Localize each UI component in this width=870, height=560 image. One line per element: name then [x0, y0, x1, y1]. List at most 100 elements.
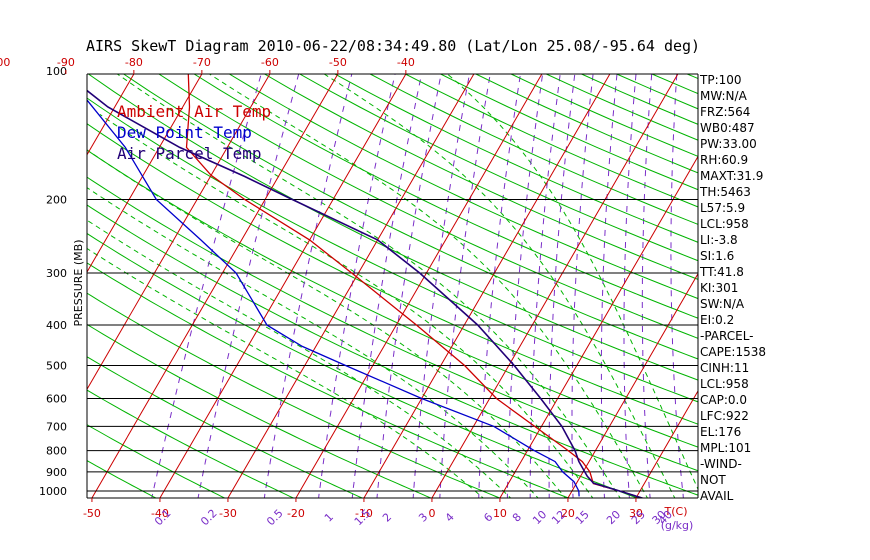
dry-adiabat	[87, 232, 639, 498]
mixing-ratio-line	[351, 74, 423, 498]
dry-adiabat	[87, 323, 433, 498]
mixing-ratio-label: 15	[573, 508, 592, 527]
pressure-tick-label: 600	[46, 392, 67, 405]
top-temp-tick-label: -90	[57, 56, 75, 69]
index-item: SI:1.6	[700, 249, 734, 263]
index-item: MPL:101	[700, 441, 751, 455]
dry-adiabat	[87, 97, 698, 403]
index-item: TP:100	[699, 73, 742, 87]
isotherm	[295, 74, 543, 498]
index-item: KI:301	[700, 281, 738, 295]
isotherm	[363, 74, 611, 498]
index-item: MW:N/A	[700, 89, 748, 103]
pressure-tick-label: 800	[46, 445, 67, 458]
isotherm	[87, 74, 203, 274]
index-item: PW:33.00	[700, 137, 757, 151]
index-item: EI:0.2	[700, 313, 734, 327]
index-item: L57:5.9	[700, 201, 745, 215]
pressure-tick-label: 200	[46, 194, 67, 207]
mixing-ratio-line	[670, 74, 684, 498]
index-item: -PARCEL-	[700, 329, 754, 343]
top-temp-tick-label: -100	[0, 56, 10, 69]
mixing-ratio-line	[197, 74, 300, 498]
legend-entry: Air Parcel Temp	[117, 144, 262, 163]
moist-adiabat	[87, 247, 484, 498]
bottom-temp-tick-label: 10	[493, 507, 507, 520]
dry-adiabat	[88, 74, 698, 381]
mixing-ratio-line	[318, 74, 396, 498]
mixing-ratio-line	[151, 74, 262, 498]
dry-adiabat	[87, 262, 570, 498]
pressure-tick-label: 500	[46, 359, 67, 372]
index-item: CAP:0.0	[700, 393, 747, 407]
chart-title: AIRS SkewT Diagram 2010-06-22/08:34:49.8…	[86, 37, 700, 55]
top-temp-tick-label: -80	[125, 56, 143, 69]
mixing-ratio-label: 10	[530, 508, 549, 527]
dry-adiabat	[87, 424, 226, 498]
dry-adiabat	[87, 123, 698, 425]
dew-point-line	[87, 99, 580, 497]
dry-adiabat	[0, 74, 22, 500]
dry-adiabat	[264, 74, 698, 280]
index-item: LCL:958	[700, 217, 749, 231]
mixing-ratio-label: 20	[604, 508, 623, 527]
moist-adiabat	[87, 219, 512, 498]
pressure-tick-label: 300	[46, 267, 67, 280]
mixing-ratio-label: 1	[322, 510, 336, 524]
index-item: TH:5463	[699, 185, 751, 199]
mixing-ratio-line	[623, 74, 637, 498]
index-item: CAPE:1538	[700, 345, 766, 359]
dry-adiabat	[87, 356, 364, 498]
temp-unit-label: T(C)	[664, 505, 688, 518]
y-axis-label: PRESSURE (MB)	[72, 240, 85, 327]
isotherm	[772, 74, 870, 498]
moist-adiabat	[99, 113, 594, 498]
isotherm	[87, 74, 271, 391]
moist-adiabat	[447, 74, 698, 491]
dry-adiabat-lines	[0, 74, 870, 500]
pressure-tick-label: 900	[46, 466, 67, 479]
top-temp-tick-label: -40	[397, 56, 415, 69]
dry-adiabat	[87, 389, 295, 498]
parcel-temp-line	[87, 89, 645, 498]
mixing-ratio-line	[600, 74, 618, 498]
isotherm	[159, 74, 407, 498]
index-item: AVAIL	[700, 489, 734, 503]
dry-adiabat	[299, 74, 698, 262]
isotherm	[567, 272, 698, 498]
index-item: SW:N/A	[700, 297, 745, 311]
mixing-ratio-label: 8	[510, 510, 524, 524]
top-temp-tick-label: -50	[329, 56, 347, 69]
mixing-ratio-label: 2	[380, 510, 394, 524]
mixing-ratio-line	[263, 74, 353, 498]
top-temp-tick-label: -60	[261, 56, 279, 69]
legend-entry: Dew Point Temp	[117, 123, 252, 142]
pressure-tick-label: 700	[46, 420, 67, 433]
bottom-temp-tick-label: -40	[151, 507, 169, 520]
index-item: TT:41.8	[699, 265, 744, 279]
dry-adiabat	[651, 74, 698, 95]
pressure-tick-label: 1000	[39, 485, 67, 498]
index-item: MAXT:31.9	[700, 169, 763, 183]
index-item: RH:60.9	[700, 153, 748, 167]
bottom-temp-tick-label: -30	[219, 507, 237, 520]
index-item: WB0:487	[700, 121, 755, 135]
index-item: EL:176	[700, 425, 741, 439]
dry-adiabat	[793, 74, 870, 500]
dry-adiabat	[758, 74, 870, 500]
mixing-ratio-label: 0.2	[198, 507, 220, 529]
dry-adiabat	[87, 292, 502, 498]
profile-lines	[87, 74, 645, 498]
bottom-temp-tick-label: -20	[287, 507, 305, 520]
bottom-temp-tick-label: 0	[428, 507, 435, 520]
bottom-temp-tick-label: -50	[83, 507, 101, 520]
dry-adiabat	[87, 204, 698, 496]
mixing-ratio-label: 4	[443, 510, 457, 524]
isotherm	[87, 74, 135, 156]
isotherm	[635, 390, 698, 498]
mixing-ratio-line	[439, 74, 491, 498]
isotherm-lines	[87, 74, 870, 498]
mixing-ratio-line	[529, 74, 561, 498]
mixing-ratio-line	[412, 74, 470, 498]
